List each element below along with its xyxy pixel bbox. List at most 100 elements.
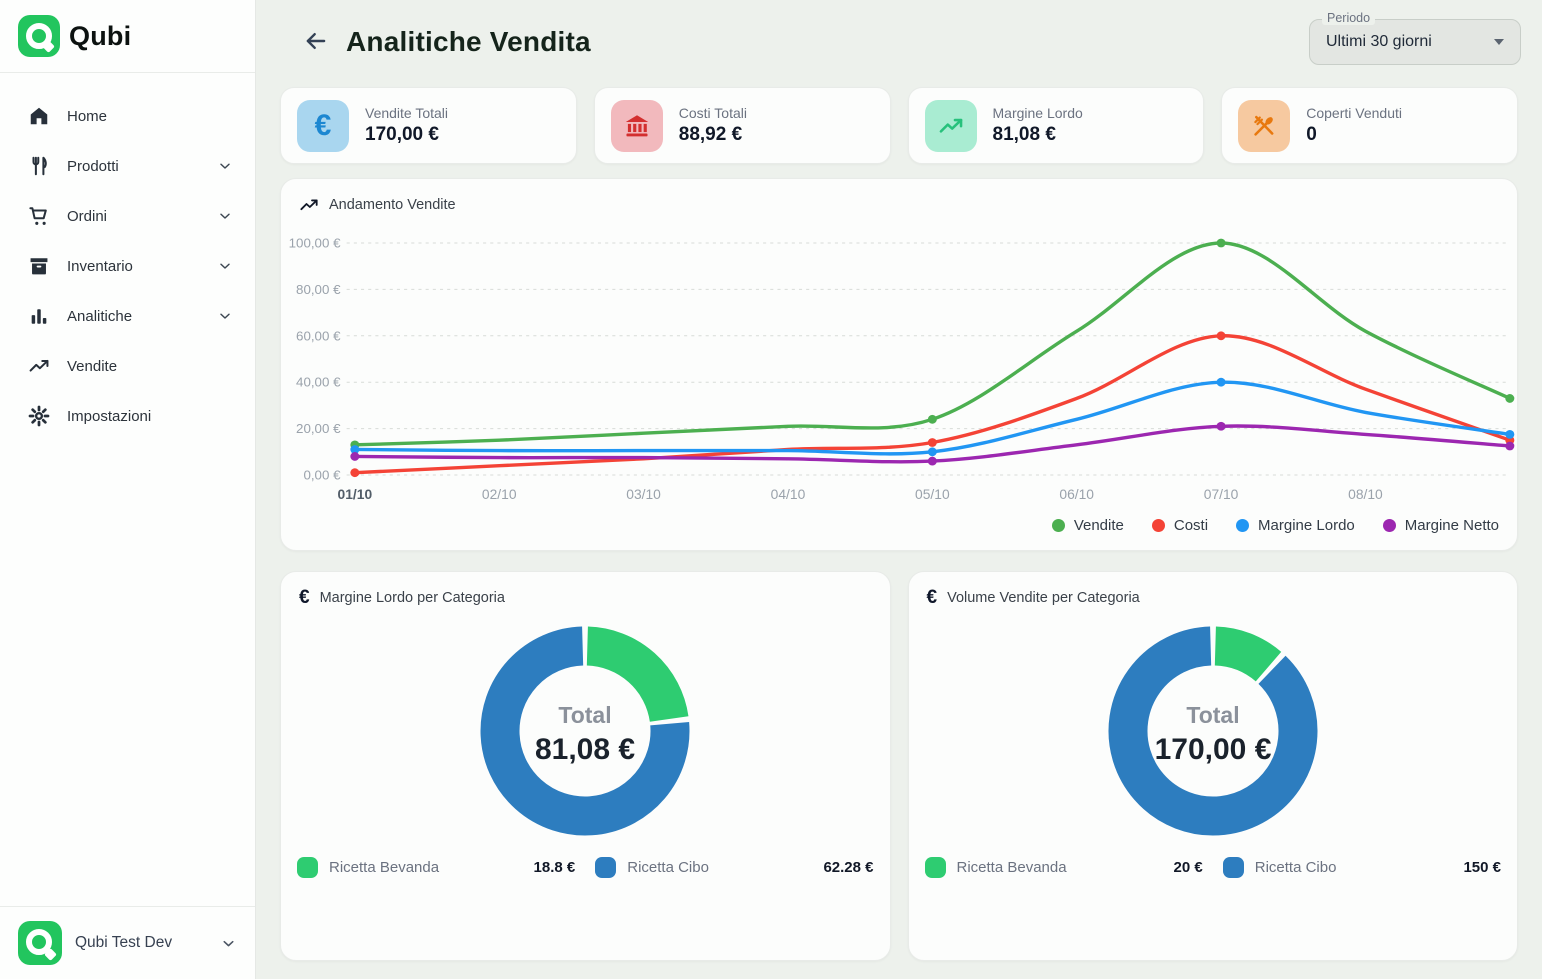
- svg-text:05/10: 05/10: [915, 487, 950, 502]
- stat-label: Costi Totali: [678, 105, 747, 121]
- legend-label: Margine Netto: [1404, 517, 1499, 534]
- sidebar-item-impostazioni[interactable]: Impostazioni: [0, 391, 255, 441]
- stat-card: € Vendite Totali 170,00 €: [280, 87, 577, 164]
- app-logo: Qubi: [0, 0, 255, 73]
- legend-label: Ricetta Cibo: [1254, 859, 1337, 876]
- svg-text:08/10: 08/10: [1348, 487, 1383, 502]
- svg-text:80,00 €: 80,00 €: [296, 282, 341, 297]
- stat-icon: [924, 99, 977, 152]
- donut-legend-item-ricetta-cibo[interactable]: Ricetta Cibo 62.28 €: [595, 857, 874, 878]
- period-select[interactable]: Periodo Ultimi 30 giorni: [1309, 11, 1521, 65]
- svg-text:02/10: 02/10: [482, 487, 517, 502]
- legend-label: Ricetta Cibo: [627, 859, 709, 876]
- home-icon: [30, 107, 48, 125]
- legend-item-vendite[interactable]: Vendite: [1051, 517, 1124, 534]
- sidebar-item-label: Prodotti: [67, 157, 119, 175]
- legend-value: 18.8 €: [533, 859, 576, 876]
- sidebar-item-label: Analitiche: [67, 307, 133, 325]
- trending-up-icon: [300, 199, 318, 211]
- chevron-down-icon: [223, 940, 234, 946]
- chevron-down-icon: [220, 163, 230, 169]
- sidebar: Qubi Home Prodotti Ordini Inventario Analiti…: [0, 0, 256, 979]
- legend-label: Costi: [1173, 517, 1209, 534]
- legend-item-margine-lordo[interactable]: Margine Lordo: [1236, 517, 1355, 534]
- svg-text:60,00 €: 60,00 €: [296, 328, 341, 343]
- dropdown-arrow-icon: [1494, 39, 1504, 45]
- legend-dot: [1051, 519, 1065, 532]
- org-switcher[interactable]: Qubi Test Dev: [0, 906, 255, 979]
- legend-label: Margine Lordo: [1258, 517, 1355, 534]
- org-logo-icon: [18, 921, 62, 965]
- sidebar-item-home[interactable]: Home: [0, 91, 255, 141]
- chevron-down-icon: [220, 213, 230, 219]
- page-header: Analitiche Vendita Periodo Ultimi 30 gio…: [277, 0, 1521, 84]
- stat-card: Costi Totali 88,92 €: [593, 87, 891, 164]
- legend-dot: [1151, 519, 1165, 532]
- svg-text:Total: Total: [559, 702, 612, 728]
- line-chart-canvas: 0,00 € 20,00 € 40,00 € 60,00 € 80,00 € 100,00…: [281, 221, 1517, 513]
- legend-label: Ricetta Bevanda: [956, 859, 1067, 876]
- stat-label: Coperti Venduti: [1306, 105, 1402, 121]
- sales-trend-title: Andamento Vendite: [329, 197, 456, 213]
- svg-text:07/10: 07/10: [1204, 487, 1239, 502]
- sidebar-item-prodotti[interactable]: Prodotti: [0, 141, 255, 191]
- sidebar-item-inventario[interactable]: Inventario: [0, 241, 255, 291]
- euro-icon: €: [314, 108, 332, 142]
- sidebar-item-label: Vendite: [67, 357, 118, 375]
- donut-panel-header: € Volume Vendite per Categoria: [909, 572, 1518, 613]
- legend-value: 62.28 €: [823, 859, 874, 876]
- svg-text:Total: Total: [1186, 702, 1239, 728]
- legend-item-costi[interactable]: Costi: [1151, 517, 1209, 534]
- donut-legend-item-ricetta-bevanda[interactable]: Ricetta Bevanda 20 €: [924, 857, 1203, 878]
- stat-label: Margine Lordo: [992, 105, 1083, 121]
- sales-trend-panel: Andamento Vendite 0,00 € 20,00 € 40,00 € 60…: [280, 178, 1518, 551]
- stat-value: 88,92 €: [678, 124, 743, 145]
- chevron-down-icon: [220, 313, 230, 319]
- donut-chart-canvas: Total 170,00 €: [909, 625, 1518, 837]
- donut-legend-item-ricetta-cibo[interactable]: Ricetta Cibo 150 €: [1222, 857, 1501, 878]
- donut-panel-title: Margine Lordo per Categoria: [319, 589, 505, 606]
- gross-margin-by-category-panel: € Margine Lordo per Categoria Total 81,08…: [280, 571, 891, 961]
- stat-label: Vendite Totali: [365, 105, 449, 121]
- sales-volume-by-category-panel: € Volume Vendite per Categoria Total 170,…: [907, 571, 1518, 961]
- legend-swatch: [595, 857, 617, 878]
- arrow-left-icon: [306, 32, 326, 49]
- utensils-icon: [32, 156, 47, 176]
- svg-text:06/10: 06/10: [1059, 487, 1094, 502]
- legend-label: Ricetta Bevanda: [329, 859, 440, 876]
- sidebar-nav: Home Prodotti Ordini Inventario Analitiche Ve…: [0, 73, 255, 441]
- legend-swatch: [924, 857, 946, 878]
- stats-row: € Vendite Totali 170,00 € Costi Totali 88,92…: [280, 87, 1518, 164]
- sidebar-item-vendite[interactable]: Vendite: [0, 341, 255, 391]
- main-content: Analitiche Vendita Periodo Ultimi 30 gio…: [256, 0, 1542, 979]
- legend-dot: [1382, 519, 1396, 532]
- stat-card: Coperti Venduti 0: [1221, 87, 1518, 164]
- back-button[interactable]: [299, 25, 333, 59]
- trending-up-icon: [299, 195, 319, 215]
- stat-icon: [610, 99, 663, 152]
- svg-text:01/10: 01/10: [338, 487, 373, 502]
- cart-icon: [29, 207, 47, 225]
- sidebar-item-analitiche[interactable]: Analitiche: [0, 291, 255, 341]
- svg-text:100,00 €: 100,00 €: [289, 236, 342, 251]
- app-logo-text: Qubi: [69, 20, 132, 51]
- sidebar-item-ordini[interactable]: Ordini: [0, 191, 255, 241]
- donut-panel-header: € Margine Lordo per Categoria: [281, 572, 890, 613]
- donut-chart-canvas: Total 81,08 €: [281, 625, 890, 837]
- stat-card: Margine Lordo 81,08 €: [907, 87, 1205, 164]
- gear-icon: [28, 405, 50, 427]
- stat-value: 170,00 €: [365, 124, 439, 145]
- stat-icon: €: [297, 99, 349, 152]
- sales-trend-header: Andamento Vendite: [281, 179, 1517, 221]
- sidebar-item-label: Impostazioni: [67, 407, 152, 425]
- legend-swatch: [297, 857, 318, 878]
- legend-item-margine-netto[interactable]: Margine Netto: [1382, 517, 1499, 534]
- donut-panel-title: Volume Vendite per Categoria: [947, 589, 1140, 606]
- stat-icon: [1238, 99, 1291, 152]
- archive-icon: [30, 258, 48, 275]
- donut-legend-item-ricetta-bevanda[interactable]: Ricetta Bevanda 18.8 €: [297, 857, 575, 878]
- legend-value: 20 €: [1173, 859, 1203, 876]
- sidebar-item-label: Home: [67, 107, 108, 125]
- euro-icon: €: [299, 587, 310, 608]
- trending-up-icon: [29, 359, 49, 372]
